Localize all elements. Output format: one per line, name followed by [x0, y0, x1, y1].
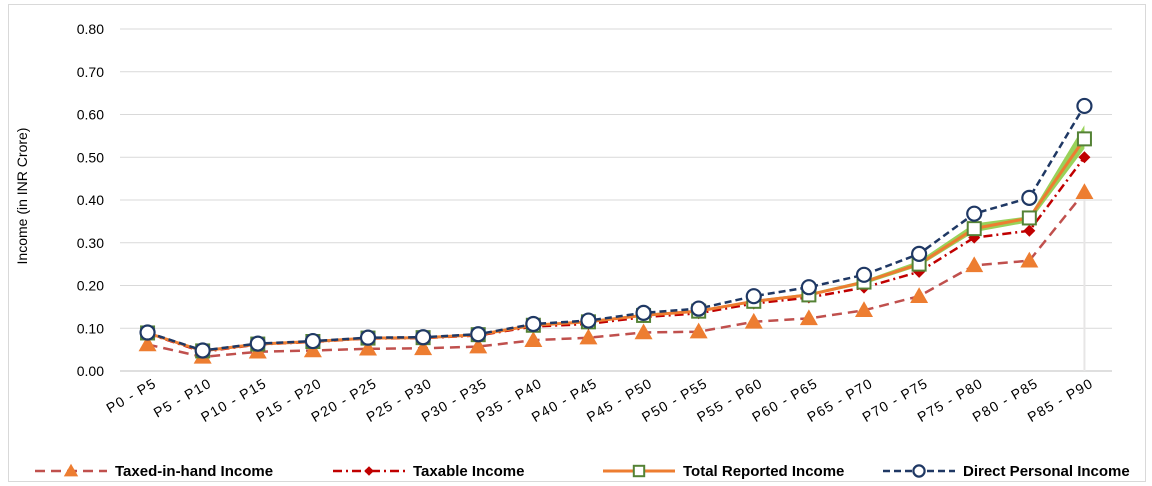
band-layer	[147, 125, 1086, 371]
data-point	[1021, 189, 1038, 206]
data-point	[855, 266, 873, 283]
data-point	[911, 245, 928, 262]
data-point	[632, 464, 646, 478]
y-axis-title: Income (in INR Crore)	[14, 128, 30, 265]
legend-label: Taxable Income	[413, 463, 524, 480]
data-point	[799, 309, 818, 326]
series-line	[147, 191, 1086, 359]
data-point	[415, 329, 432, 346]
legend-label: Direct Personal Income	[963, 463, 1130, 480]
data-point	[634, 323, 653, 340]
data-point	[470, 326, 487, 343]
data-point	[800, 279, 817, 296]
data-point	[744, 312, 763, 329]
gridlines	[120, 28, 1112, 372]
data-point	[414, 339, 433, 356]
data-point	[689, 322, 708, 339]
data-point	[469, 337, 488, 354]
x-tick-label: P0 - P5	[103, 375, 159, 416]
data-point	[139, 324, 156, 341]
y-tick-label: 0.20	[77, 278, 104, 294]
data-point	[359, 329, 377, 346]
data-point	[138, 335, 157, 352]
data-point	[249, 335, 266, 352]
y-tick-label: 0.10	[77, 320, 104, 336]
y-tick-label: 0.30	[77, 235, 104, 251]
y-tick-label: 0.50	[77, 149, 104, 165]
data-point	[524, 331, 543, 347]
y-axis-ticks: 0.00 0.10 0.20 0.30 0.40 0.50 0.60 0.70 0.80	[77, 21, 104, 379]
data-point	[1076, 97, 1093, 115]
data-point	[690, 300, 707, 317]
data-point	[304, 332, 321, 350]
data-point	[63, 463, 79, 477]
data-point	[1078, 151, 1091, 164]
data-point	[966, 221, 982, 237]
data-point	[194, 342, 211, 359]
y-tick-label: 0.70	[77, 64, 104, 80]
data-point	[1023, 224, 1036, 237]
data-point	[1020, 251, 1039, 268]
y-tick-label: 0.60	[77, 107, 104, 123]
data-point	[965, 256, 984, 273]
series-layer	[147, 105, 1086, 359]
data-point	[579, 328, 598, 345]
y-tick-label: 0.80	[77, 21, 104, 37]
series-line	[147, 156, 1086, 354]
data-point	[966, 205, 983, 222]
y-tick-label: 0.40	[77, 192, 104, 208]
data-point	[359, 339, 377, 356]
data-point	[745, 288, 762, 305]
data-point	[303, 341, 322, 358]
data-point	[525, 315, 542, 333]
series-line	[147, 105, 1086, 352]
data-point	[580, 312, 597, 329]
data-point	[855, 301, 873, 318]
data-point	[1076, 131, 1092, 147]
legend: Taxed-in-hand Income Taxable Income Total …	[35, 463, 1130, 480]
marker-layer	[138, 97, 1094, 364]
data-point	[912, 464, 926, 478]
y-tick-label: 0.00	[77, 363, 104, 379]
legend-label: Total Reported Income	[683, 463, 844, 480]
data-point	[910, 287, 929, 303]
data-point	[364, 466, 374, 476]
data-point	[1075, 183, 1094, 200]
data-point	[1021, 210, 1037, 226]
legend-label: Taxed-in-hand Income	[115, 463, 273, 480]
data-point	[635, 304, 652, 321]
